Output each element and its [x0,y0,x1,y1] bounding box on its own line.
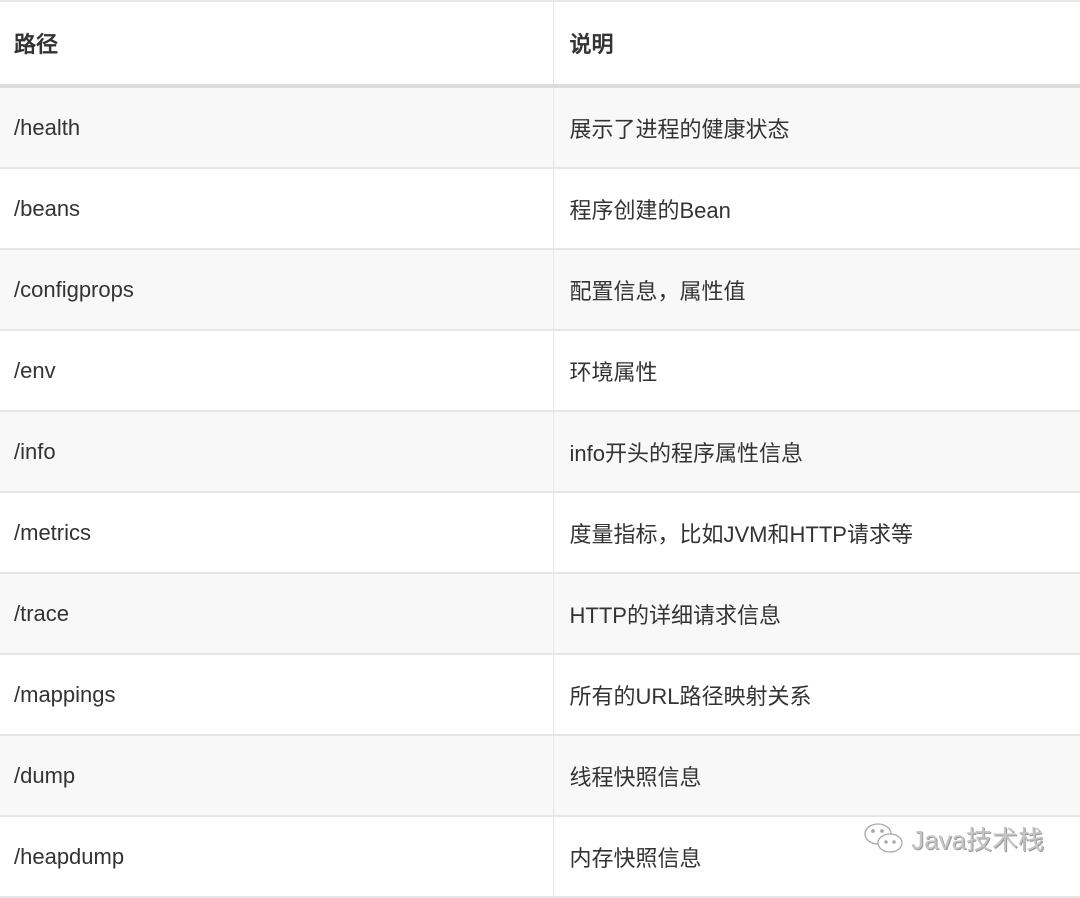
wechat-icon [864,822,903,853]
table-row: /configprops 配置信息，属性值 [0,249,1080,331]
description-cell: 内存快照信息 [552,816,1080,898]
description-cell: 度量指标，比如JVM和HTTP请求等 [552,492,1080,574]
header-description: 说明 [552,1,1080,88]
header-path: 路径 [0,1,553,88]
path-cell: /trace [0,573,553,655]
table-row: /metrics 度量指标，比如JVM和HTTP请求等 [0,492,1080,574]
path-cell: /mappings [0,654,553,736]
path-cell: /health [0,86,553,169]
description-cell: HTTP的详细请求信息 [552,573,1080,655]
description-cell: 线程快照信息 [552,735,1080,817]
table-header-row: 路径 说明 [0,1,1080,88]
description-cell: 程序创建的Bean [552,168,1080,250]
path-cell: /metrics [0,492,553,574]
path-cell: /heapdump [0,816,553,898]
path-cell: /env [0,330,553,412]
table-row: /beans 程序创建的Bean [0,168,1080,250]
watermark-text: Java技术栈 [911,825,1044,855]
description-cell: 展示了进程的健康状态 [552,86,1080,169]
table-row: /trace HTTP的详细请求信息 [0,573,1080,655]
description-cell: 环境属性 [552,330,1080,412]
table-row: /mappings 所有的URL路径映射关系 [0,654,1080,736]
path-cell: /dump [0,735,553,817]
watermark: Java技术栈 [863,820,1044,857]
description-cell: info开头的程序属性信息 [552,411,1080,493]
table-row: /dump 线程快照信息 [0,735,1080,817]
table-row: /env 环境属性 [0,330,1080,412]
path-cell: /configprops [0,249,553,331]
table-row: /info info开头的程序属性信息 [0,411,1080,493]
table-row: /health 展示了进程的健康状态 [0,86,1080,169]
path-cell: /info [0,411,553,493]
description-cell: 所有的URL路径映射关系 [552,654,1080,736]
table-row: /heapdump 内存快照信息 [0,816,1080,898]
description-cell: 配置信息，属性值 [552,249,1080,331]
path-cell: /beans [0,168,553,250]
